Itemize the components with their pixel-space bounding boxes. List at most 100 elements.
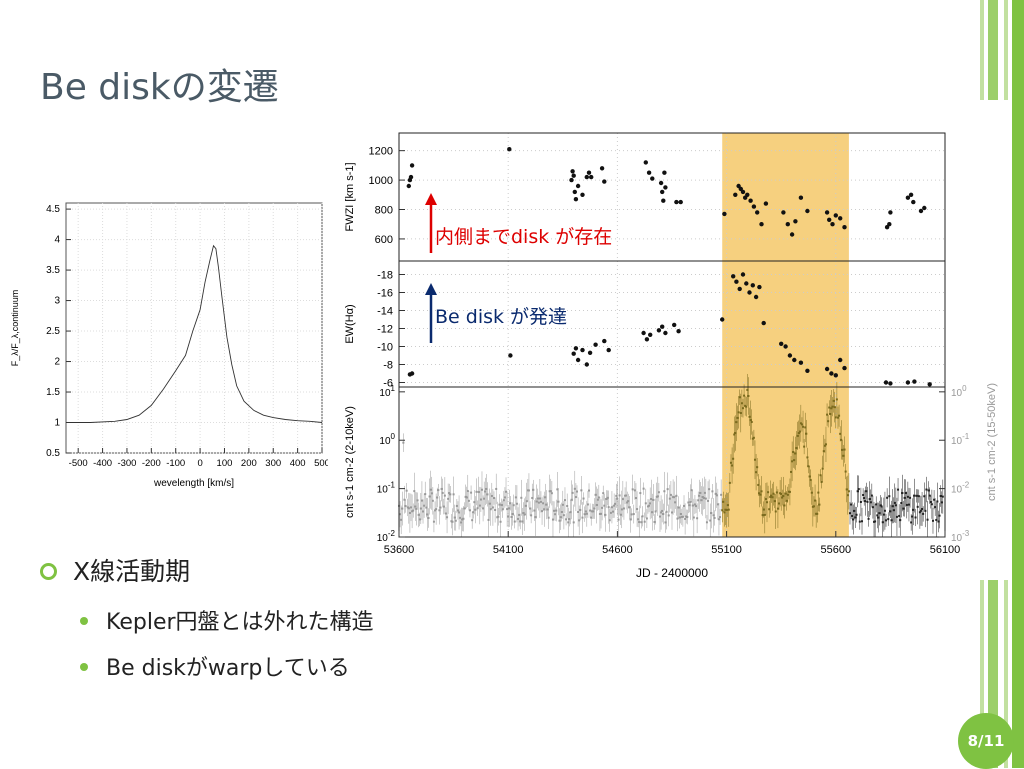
data-point xyxy=(562,514,565,517)
data-point xyxy=(474,508,477,511)
data-point xyxy=(636,508,639,511)
data-point xyxy=(618,494,621,497)
data-point xyxy=(661,509,664,512)
data-point xyxy=(841,448,844,451)
data-point xyxy=(521,520,524,523)
data-point xyxy=(434,509,437,512)
data-point xyxy=(700,499,703,502)
data-point xyxy=(725,508,728,511)
data-point xyxy=(929,501,932,504)
page-title: Be diskの変遷 xyxy=(40,67,279,108)
data-point xyxy=(914,516,917,519)
data-point xyxy=(919,509,922,512)
data-point xyxy=(575,490,578,493)
data-point xyxy=(592,510,595,513)
data-point xyxy=(411,510,414,513)
data-point xyxy=(750,421,753,424)
data-point xyxy=(858,520,861,523)
data-point xyxy=(622,507,625,510)
data-point xyxy=(650,497,653,500)
data-point xyxy=(795,447,798,450)
y-tick-label: 800 xyxy=(375,205,393,217)
data-point xyxy=(645,517,648,520)
data-point xyxy=(723,511,726,514)
data-point xyxy=(572,189,577,195)
data-point xyxy=(497,515,500,518)
data-point xyxy=(422,510,425,513)
data-point xyxy=(661,198,666,203)
data-point xyxy=(798,195,804,200)
data-point xyxy=(671,511,673,514)
data-point xyxy=(660,511,663,514)
data-point xyxy=(527,489,530,492)
data-point xyxy=(570,498,573,501)
data-point xyxy=(908,192,914,197)
data-point xyxy=(699,491,702,494)
data-point xyxy=(449,493,452,496)
data-point xyxy=(709,519,712,522)
data-point xyxy=(703,491,706,494)
data-point xyxy=(819,474,822,477)
data-point xyxy=(772,492,775,495)
data-point xyxy=(546,508,549,511)
data-point xyxy=(712,514,715,517)
y-tick-label: 0.5 xyxy=(46,448,60,459)
data-point xyxy=(728,481,731,484)
y-tick-label: -8 xyxy=(383,360,393,372)
data-point xyxy=(409,371,415,376)
data-point xyxy=(484,490,487,493)
data-point xyxy=(927,489,930,492)
data-point xyxy=(719,516,722,519)
data-point xyxy=(833,373,838,378)
data-point xyxy=(844,470,847,473)
x-tick-label: 56100 xyxy=(930,544,961,556)
data-point xyxy=(598,512,601,515)
data-point xyxy=(405,489,408,492)
data-point xyxy=(476,507,479,510)
data-point xyxy=(778,502,781,505)
data-point xyxy=(625,494,628,497)
data-point xyxy=(724,508,727,511)
data-point xyxy=(924,509,927,512)
data-point xyxy=(444,512,447,515)
data-point xyxy=(589,509,592,512)
data-point xyxy=(643,520,646,523)
data-point xyxy=(734,279,739,284)
timeseries-chart: 600 800 1000 1200 -18 -16 -14 -12 -10 -8 -6 FWZI [k… xyxy=(344,132,998,580)
data-point xyxy=(571,351,576,356)
data-point xyxy=(555,509,558,512)
data-point xyxy=(451,520,454,523)
y-axis-label: FWZI [km s-1] xyxy=(344,162,356,231)
page-number: 8/11 xyxy=(958,713,1014,769)
data-point xyxy=(799,422,802,425)
data-point xyxy=(843,448,846,451)
data-point xyxy=(818,503,821,506)
data-point xyxy=(602,492,605,495)
data-point xyxy=(426,513,429,516)
data-point xyxy=(847,490,850,493)
data-point xyxy=(461,518,464,521)
data-point xyxy=(541,510,544,513)
y-axis-label-right: cnt s-1 cm-2 (15-50keV) xyxy=(986,383,998,501)
data-point xyxy=(839,432,842,435)
data-point xyxy=(674,501,677,504)
data-point xyxy=(807,465,810,468)
data-point xyxy=(580,489,583,492)
data-point xyxy=(604,513,607,516)
y-tick-label: -18 xyxy=(377,270,393,282)
data-point xyxy=(501,508,504,511)
data-point xyxy=(734,432,737,435)
data-point xyxy=(922,205,927,211)
data-point xyxy=(462,517,465,520)
data-point xyxy=(755,210,760,215)
data-point xyxy=(727,508,730,511)
data-point xyxy=(419,507,422,510)
data-point xyxy=(867,517,870,520)
data-point xyxy=(835,398,838,401)
data-point xyxy=(543,508,546,511)
data-point xyxy=(616,497,619,500)
data-point xyxy=(630,513,633,516)
data-point xyxy=(823,444,826,447)
data-point xyxy=(658,515,661,518)
data-point xyxy=(804,426,807,429)
